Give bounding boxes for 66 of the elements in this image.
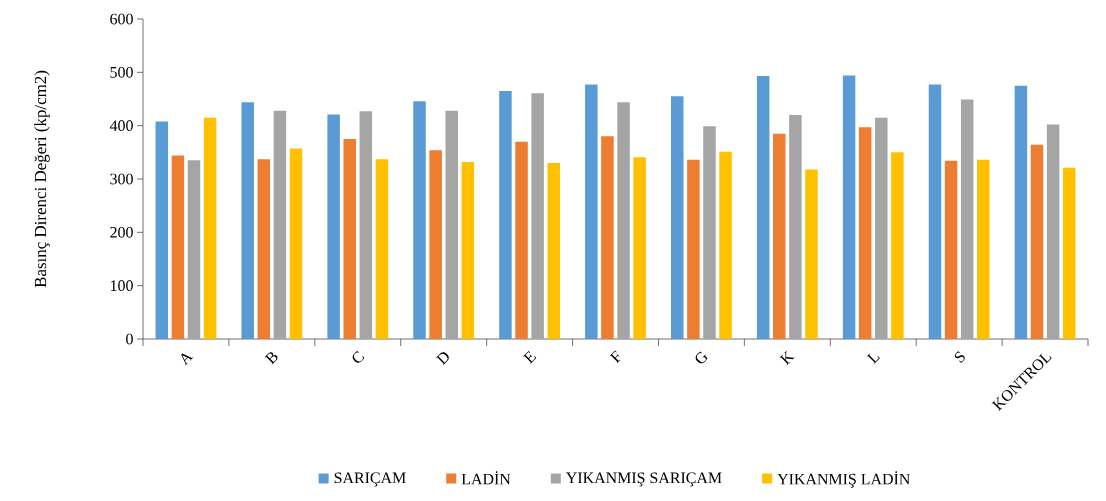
x-tick-label: B <box>264 352 278 365</box>
bar <box>805 169 818 339</box>
bar <box>515 141 528 339</box>
bar <box>789 115 802 339</box>
bar <box>531 93 544 339</box>
bar <box>343 139 356 339</box>
bar <box>499 91 512 339</box>
bar <box>842 75 856 339</box>
y-tick-label: 200 <box>110 226 133 238</box>
bar <box>703 126 716 339</box>
bar <box>1014 85 1028 339</box>
bar <box>171 155 185 339</box>
bar <box>928 84 942 339</box>
x-tick-label: E <box>523 351 537 364</box>
x-tick-label: D <box>435 352 449 366</box>
bar <box>756 76 770 339</box>
legend-label: LADİN <box>461 471 511 485</box>
bar <box>671 96 684 339</box>
bar <box>273 110 287 339</box>
x-tick-label: A <box>181 353 194 366</box>
bar <box>429 150 442 339</box>
bar <box>375 159 389 339</box>
bar <box>241 102 254 339</box>
bar <box>1030 144 1044 339</box>
legend-label: SARIÇAM <box>334 472 406 487</box>
x-tick-label: K <box>779 350 795 366</box>
bar <box>203 117 217 339</box>
bar <box>601 136 614 339</box>
x-tick-label: F <box>609 350 621 364</box>
y-tick-label: 300 <box>110 173 133 185</box>
y-tick-label: 500 <box>110 66 133 78</box>
x-tick-label: C <box>352 351 365 363</box>
x-tick-label: S <box>954 351 965 363</box>
bar <box>547 163 560 339</box>
bar <box>944 160 958 339</box>
y-tick-label: 100 <box>110 280 133 292</box>
x-tick-label: L <box>866 353 880 364</box>
bar <box>1046 124 1060 339</box>
y-tick-label: 400 <box>109 120 133 132</box>
legend-label: YIKANMIŞ LADİN <box>777 471 910 488</box>
bar <box>585 84 598 339</box>
bar <box>960 99 974 339</box>
bar <box>257 159 271 339</box>
bar <box>461 161 475 339</box>
bar <box>187 160 201 339</box>
y-axis-title: Basınç Direnci Değeri (kp/cm2) <box>34 70 50 288</box>
bar <box>773 133 786 339</box>
x-tick-label: G <box>695 351 708 364</box>
bar <box>327 114 340 339</box>
bar <box>687 159 700 339</box>
bar <box>413 101 426 339</box>
bar <box>633 157 646 339</box>
y-tick-label: 600 <box>110 13 133 25</box>
y-tick-label: 0 <box>126 333 133 345</box>
bar <box>977 159 990 339</box>
bar <box>155 121 169 339</box>
bar <box>617 102 630 339</box>
bar <box>875 117 888 339</box>
bar <box>1062 167 1076 339</box>
bar <box>359 111 373 339</box>
bar <box>858 127 872 339</box>
bar <box>719 151 732 339</box>
bar <box>289 148 303 339</box>
legend-label: YIKANMIŞ SARIÇAM <box>565 472 722 487</box>
bar <box>891 152 904 339</box>
bar <box>445 110 458 339</box>
